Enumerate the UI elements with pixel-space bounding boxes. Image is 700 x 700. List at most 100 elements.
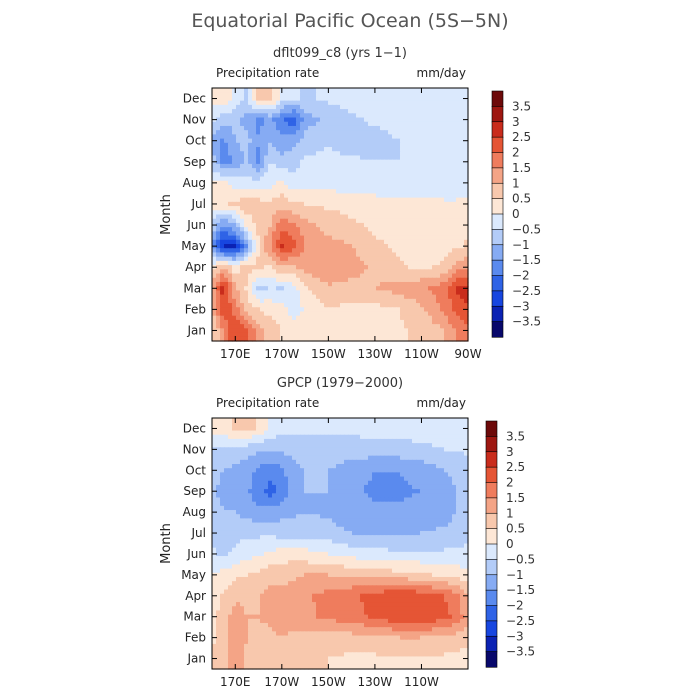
heatmap-cell xyxy=(268,147,273,152)
heatmap-cell xyxy=(264,138,269,144)
heatmap-cell xyxy=(212,172,217,178)
heatmap-cell xyxy=(440,151,445,157)
heatmap-cell xyxy=(432,476,437,482)
heatmap-cell xyxy=(268,88,273,93)
heatmap-cell xyxy=(288,121,293,127)
heatmap-cell xyxy=(360,459,365,465)
heatmap-cell xyxy=(416,180,421,186)
heatmap-cell xyxy=(220,307,225,313)
heatmap-cell xyxy=(436,311,441,317)
heatmap-cell xyxy=(300,281,305,287)
heatmap-cell xyxy=(212,104,217,110)
heatmap-cell xyxy=(384,138,389,144)
heatmap-cell xyxy=(384,286,389,291)
heatmap-cell xyxy=(292,109,297,114)
heatmap-cell xyxy=(320,189,325,195)
heatmap-cell xyxy=(292,294,297,300)
heatmap-cell xyxy=(284,197,289,203)
heatmap-cell xyxy=(304,130,309,135)
heatmap-cell xyxy=(288,176,293,182)
heatmap-cell xyxy=(368,260,373,266)
heatmap-cell xyxy=(288,451,293,457)
heatmap-cell xyxy=(412,468,417,473)
heatmap-cell xyxy=(376,214,381,220)
heatmap-cell xyxy=(432,311,437,317)
heatmap-cell xyxy=(456,142,461,148)
heatmap-cell xyxy=(396,426,401,432)
heatmap-cell xyxy=(360,252,365,258)
heatmap-cell xyxy=(312,281,317,287)
heatmap-cell xyxy=(424,455,429,461)
heatmap-cell xyxy=(452,180,457,186)
heatmap-cell xyxy=(328,206,333,211)
heatmap-cell xyxy=(300,248,305,254)
heatmap-cell xyxy=(396,459,401,465)
heatmap-cell xyxy=(212,134,217,140)
heatmap-cell xyxy=(356,113,361,119)
heatmap-cell xyxy=(352,244,357,249)
heatmap-cell xyxy=(244,273,249,279)
heatmap-cell xyxy=(412,104,417,110)
heatmap-cell xyxy=(420,151,425,157)
heatmap-cell xyxy=(236,210,241,216)
heatmap-cell xyxy=(448,151,453,157)
heatmap-cell xyxy=(416,443,421,448)
heatmap-cell xyxy=(296,464,301,469)
heatmap-cell xyxy=(248,121,253,127)
heatmap-cell xyxy=(236,252,241,258)
heatmap-cell xyxy=(328,447,333,453)
heatmap-cell xyxy=(240,252,245,258)
heatmap-cell xyxy=(356,455,361,461)
heatmap-cell xyxy=(296,134,301,140)
heatmap-cell xyxy=(292,189,297,195)
heatmap-cell xyxy=(460,151,465,157)
heatmap-cell xyxy=(448,142,453,148)
heatmap-cell xyxy=(380,443,385,448)
heatmap-cell xyxy=(420,155,425,161)
heatmap-cell xyxy=(364,100,369,106)
heatmap-cell xyxy=(312,443,317,448)
heatmap-cell xyxy=(424,311,429,317)
heatmap-cell xyxy=(336,248,341,254)
heatmap-cell xyxy=(400,443,405,448)
heatmap-cell xyxy=(240,422,245,427)
heatmap-cell xyxy=(372,121,377,127)
heatmap-cell xyxy=(244,151,249,157)
heatmap-cell xyxy=(240,269,245,275)
heatmap-cell xyxy=(356,307,361,313)
heatmap-cell xyxy=(264,484,269,490)
heatmap-cell xyxy=(448,92,453,98)
heatmap-cell xyxy=(436,298,441,304)
heatmap-cell xyxy=(352,438,357,444)
heatmap-cell xyxy=(232,88,237,93)
heatmap-cell xyxy=(396,265,401,270)
chart-panel-2: GPCP (1979−2000)Precipitation rate mm/day… xyxy=(159,376,535,689)
heatmap-cell xyxy=(464,147,469,152)
heatmap-cell xyxy=(456,459,461,465)
heatmap-cell xyxy=(248,277,253,283)
heatmap-cell xyxy=(336,447,341,453)
heatmap-cell xyxy=(252,184,257,190)
heatmap-cell xyxy=(380,151,385,157)
heatmap-cell xyxy=(436,96,441,102)
heatmap-cell xyxy=(328,269,333,275)
heatmap-cell xyxy=(364,430,369,436)
heatmap-cell xyxy=(408,328,413,334)
heatmap-cell xyxy=(376,227,381,232)
heatmap-cell xyxy=(440,324,445,329)
heatmap-cell xyxy=(224,214,229,220)
heatmap-cell xyxy=(436,206,441,211)
heatmap-cell xyxy=(312,248,317,254)
heatmap-cell xyxy=(360,125,365,131)
heatmap-cell xyxy=(300,426,305,432)
heatmap-cell xyxy=(236,239,241,245)
heatmap-cell xyxy=(284,184,289,190)
heatmap-cell xyxy=(244,480,249,486)
heatmap-cell xyxy=(324,235,329,241)
heatmap-cell xyxy=(312,430,317,436)
heatmap-cell xyxy=(404,189,409,195)
heatmap-cell xyxy=(244,459,249,465)
heatmap-cell xyxy=(424,168,429,173)
heatmap-cell xyxy=(452,197,457,203)
heatmap-cell xyxy=(328,290,333,296)
